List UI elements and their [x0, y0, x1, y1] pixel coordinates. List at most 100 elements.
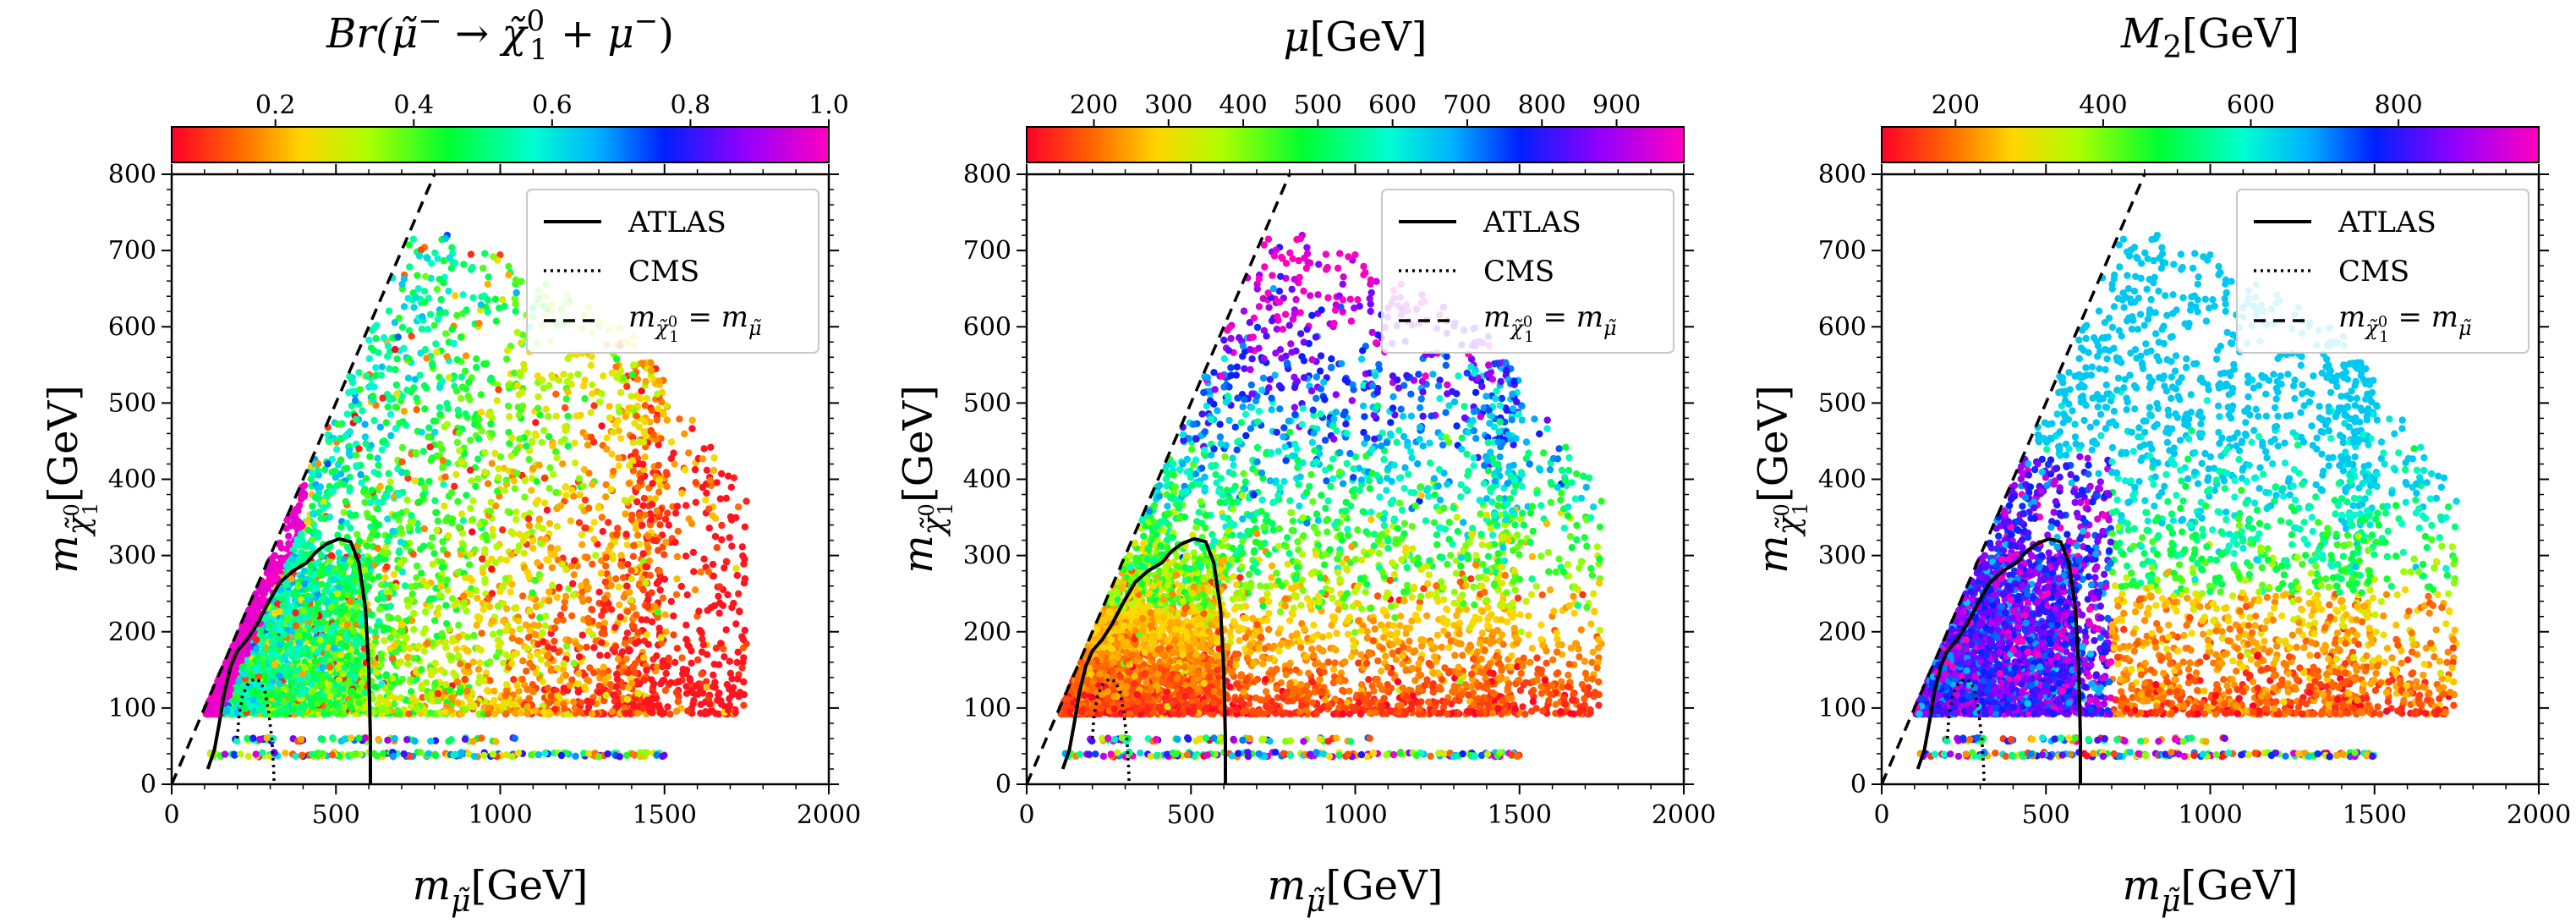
data-point: [602, 562, 610, 570]
data-point: [585, 470, 593, 477]
colorbar-title-chi-sub: 1: [529, 33, 548, 67]
data-point: [484, 686, 491, 695]
data-point: [600, 607, 607, 614]
data-point: [523, 569, 531, 576]
data-point: [578, 582, 585, 590]
data-point: [649, 536, 657, 544]
data-point: [426, 602, 434, 610]
data-point: [404, 660, 412, 668]
data-point: [528, 439, 536, 447]
data-point: [337, 470, 345, 478]
data-point: [474, 594, 481, 602]
data-point: [589, 390, 596, 398]
data-point: [608, 450, 616, 458]
data-point: [538, 438, 545, 446]
data-point: [674, 527, 682, 536]
data-point: [495, 647, 502, 656]
data-point: [605, 519, 612, 526]
data-point: [653, 663, 661, 671]
data-point: [548, 563, 556, 572]
data-point: [662, 402, 671, 409]
data-point: [608, 369, 616, 377]
data-point: [438, 629, 446, 638]
data-point: [300, 481, 309, 490]
data-point: [707, 443, 715, 451]
data-point: [476, 659, 484, 667]
data-point: [592, 552, 600, 559]
data-point: [663, 416, 671, 424]
data-point: [633, 531, 642, 539]
data-point: [612, 683, 620, 690]
data-point: [616, 601, 623, 609]
data-point: [661, 611, 669, 618]
data-point: [309, 637, 316, 645]
data-point: [532, 602, 540, 611]
data-point: [665, 521, 672, 529]
data-point: [626, 646, 633, 654]
data-point: [641, 418, 649, 426]
data-point: [400, 303, 408, 310]
data-point: [363, 542, 371, 550]
data-point: [340, 508, 348, 516]
data-point: [495, 474, 502, 481]
data-point: [395, 678, 403, 686]
data-point: [545, 413, 552, 420]
data-point: [740, 701, 748, 709]
data-point: [418, 569, 425, 577]
data-point: [545, 382, 553, 389]
data-point: [343, 464, 351, 472]
data-point: [489, 531, 497, 540]
data-point: [632, 640, 639, 647]
data-point: [570, 659, 578, 668]
data-point: [595, 504, 602, 512]
data-point: [469, 497, 477, 505]
data-point: [526, 607, 534, 615]
data-point: [405, 241, 413, 249]
data-point: [366, 453, 374, 460]
data-point: [206, 710, 213, 718]
data-point: [648, 406, 655, 415]
data-point: [394, 333, 402, 341]
data-point: [448, 694, 456, 701]
data-point: [704, 695, 713, 702]
data-point: [523, 668, 530, 675]
data-point: [660, 676, 668, 684]
data-point: [553, 700, 561, 707]
data-point: [698, 648, 706, 656]
data-point: [568, 486, 576, 494]
data-point: [511, 651, 518, 658]
data-point: [462, 574, 469, 582]
data-point: [534, 650, 541, 658]
data-point: [491, 558, 500, 567]
data-point: [398, 443, 407, 452]
data-point: [397, 559, 404, 567]
data-point: [512, 604, 520, 613]
data-point: [395, 314, 403, 322]
data-point: [459, 291, 467, 299]
data-point: [419, 577, 427, 585]
data-point: [508, 580, 516, 588]
data-point: [502, 627, 510, 635]
data-point: [398, 530, 406, 537]
data-point: [529, 663, 536, 671]
data-point: [438, 563, 447, 571]
data-point: [728, 603, 736, 612]
data-point: [375, 461, 382, 470]
data-point: [488, 459, 496, 467]
data-point: [403, 469, 411, 477]
data-point: [424, 326, 432, 333]
data-point: [398, 621, 406, 629]
data-point: [600, 619, 609, 627]
data-point: [337, 435, 345, 443]
data-point: [654, 608, 662, 616]
data-point: [631, 660, 639, 668]
data-point: [477, 409, 485, 416]
data-point: [413, 574, 420, 581]
data-point: [614, 416, 622, 425]
data-point: [513, 382, 522, 389]
data-point: [375, 573, 382, 580]
data-point: [567, 517, 575, 525]
data-point: [637, 395, 644, 403]
data-point: [462, 410, 469, 418]
data-point: [437, 583, 445, 591]
